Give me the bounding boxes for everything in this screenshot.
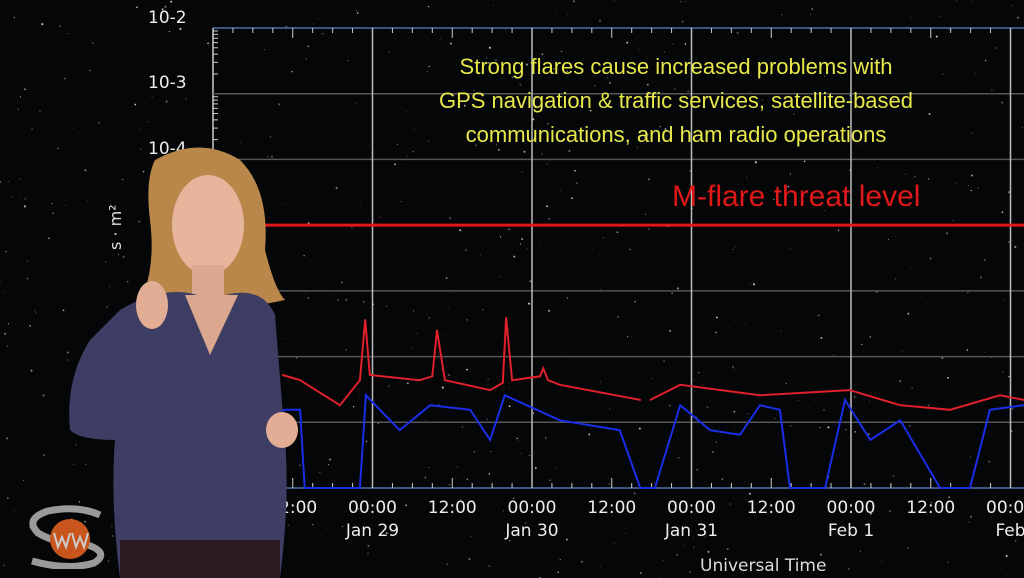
data-point (759, 404, 761, 407)
data-point (444, 379, 446, 382)
x-tick-label: 12:00 (738, 497, 804, 520)
data-point (989, 409, 991, 411)
flare-impact-annotation: Strong flares cause increased problems w… (396, 50, 956, 152)
data-point (759, 394, 761, 397)
threat-level-label: M-flare threat level (672, 180, 921, 213)
annotation-line: communications, and ham radio operations (465, 122, 887, 147)
data-point (359, 487, 361, 489)
data-point (511, 379, 513, 382)
annotation-line: Strong flares cause increased problems w… (459, 54, 893, 79)
data-point (489, 389, 491, 391)
data-point (364, 318, 366, 321)
data-point (654, 487, 656, 489)
data-point (283, 409, 286, 411)
data-point (559, 419, 561, 422)
data-point (844, 399, 846, 401)
y-tick-label: 10-2 (148, 8, 187, 28)
data-point (639, 399, 642, 401)
data-point (489, 439, 491, 441)
data-point (999, 394, 1001, 397)
data-point (679, 384, 682, 386)
data-point (848, 389, 851, 391)
x-tick-time: 00:00 (826, 498, 876, 518)
sww-logo (29, 505, 105, 569)
x-tick-label: 00:00 Feb (978, 497, 1024, 543)
data-point (431, 375, 434, 378)
x-tick-label: 00:00 Jan 30 (499, 497, 565, 543)
data-point (299, 379, 301, 382)
x-tick-date: Jan 30 (505, 521, 559, 541)
data-point (436, 329, 438, 332)
data-point (649, 399, 652, 401)
data-point (429, 404, 432, 407)
data-point (899, 419, 901, 422)
x-tick-label: 00:00 Jan 29 (340, 497, 406, 543)
x-tick-time: 00:00 (507, 498, 557, 518)
x-tick-date: Jan 29 (345, 521, 400, 541)
data-point (505, 317, 507, 319)
data-point (369, 374, 371, 376)
x-tick-time: 12:00 (746, 498, 796, 518)
data-point (359, 379, 361, 382)
presenter-figure (69, 147, 298, 578)
data-point (969, 487, 971, 489)
data-point (299, 409, 301, 411)
data-point (418, 379, 421, 382)
data-point (542, 367, 545, 370)
data-point (281, 374, 284, 376)
x-tick-time: 00:00 (986, 498, 1024, 518)
x-tick-time: 00:00 (348, 498, 397, 518)
data-point (501, 382, 504, 384)
data-point (939, 487, 941, 489)
series-line-short-channel (244, 392, 1024, 489)
data-point (547, 379, 549, 382)
data-point (779, 409, 781, 411)
data-point (559, 384, 561, 386)
annotation-line: GPS navigation & traffic services, satel… (438, 88, 914, 113)
data-point (709, 429, 711, 431)
x-axis-label: Universal Time (700, 556, 827, 576)
data-point (639, 487, 642, 489)
x-tick-time: 12:00 (427, 498, 477, 518)
data-point (739, 433, 741, 436)
x-tick-time: 12:00 (587, 498, 637, 518)
data-point (398, 429, 401, 431)
data-point (303, 487, 306, 489)
x-tick-label: 12:00 (898, 497, 964, 520)
y-tick-label: 10-3 (148, 73, 187, 93)
x-tick-label: 12:00 (419, 497, 485, 520)
series-line-long-channel (282, 317, 1024, 411)
data-point (365, 394, 367, 397)
data-point (539, 375, 541, 378)
x-tick-time: 00:00 (667, 498, 716, 518)
data-point (679, 404, 682, 407)
x-tick-date: Feb 1 (827, 521, 875, 541)
x-tick-time: 12:00 (906, 498, 956, 518)
x-tick-date: Feb (995, 521, 1024, 541)
data-point (339, 404, 341, 407)
data-point (618, 429, 621, 431)
data-point (469, 409, 471, 411)
data-point (899, 404, 901, 407)
data-point (503, 394, 506, 397)
data-point (949, 409, 951, 411)
data-point (789, 487, 791, 489)
data-point (824, 487, 826, 489)
x-tick-label: 12:00 (579, 497, 645, 520)
x-tick-date: Jan 31 (664, 521, 719, 541)
data-point (869, 439, 872, 441)
x-tick-label: 00:00 Jan 31 (659, 497, 725, 543)
x-tick-label: 00:00 Feb 1 (818, 497, 884, 543)
